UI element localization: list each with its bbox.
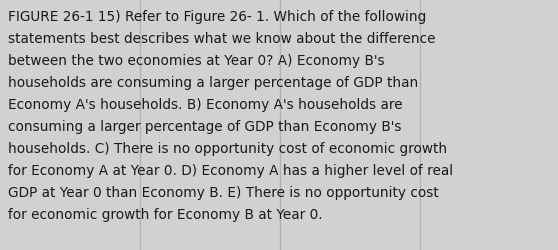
Text: FIGURE 26-1 15) Refer to Figure 26- 1. Which of the following: FIGURE 26-1 15) Refer to Figure 26- 1. W… [8, 10, 426, 24]
Text: Economy A's households. B) Economy A's households are: Economy A's households. B) Economy A's h… [8, 98, 403, 112]
Text: for economic growth for Economy B at Year 0.: for economic growth for Economy B at Yea… [8, 207, 323, 221]
Text: households are consuming a larger percentage of GDP than: households are consuming a larger percen… [8, 76, 418, 90]
Text: statements best describes what we know about the difference: statements best describes what we know a… [8, 32, 435, 46]
Text: between the two economies at Year 0? A) Economy B's: between the two economies at Year 0? A) … [8, 54, 384, 68]
Text: for Economy A at Year 0. D) Economy A has a higher level of real: for Economy A at Year 0. D) Economy A ha… [8, 163, 453, 177]
Text: households. C) There is no opportunity cost of economic growth: households. C) There is no opportunity c… [8, 142, 447, 156]
Text: consuming a larger percentage of GDP than Economy B's: consuming a larger percentage of GDP tha… [8, 120, 402, 134]
Text: GDP at Year 0 than Economy B. E) There is no opportunity cost: GDP at Year 0 than Economy B. E) There i… [8, 185, 439, 199]
